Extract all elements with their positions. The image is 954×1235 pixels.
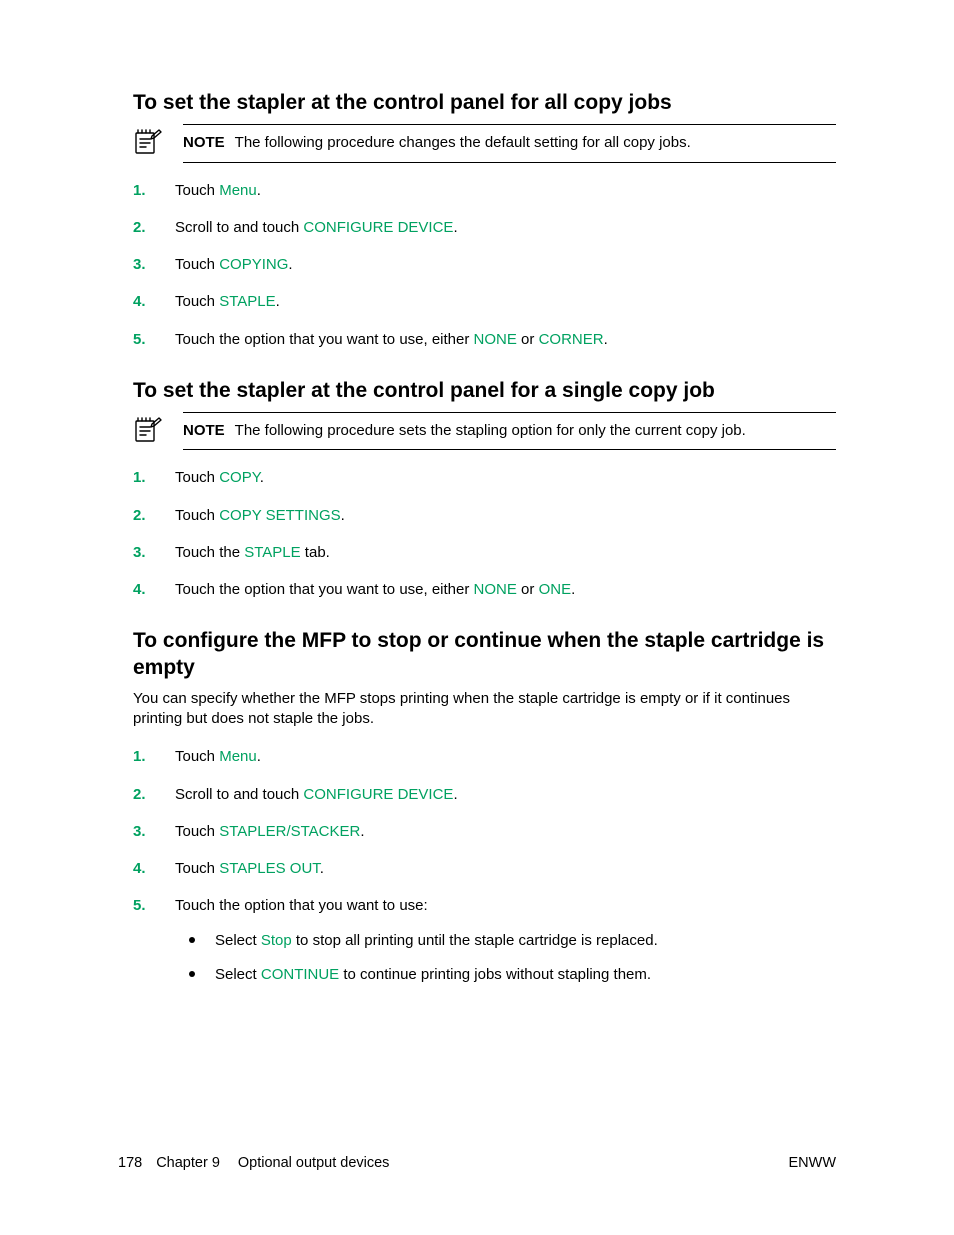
one-term: ONE — [539, 581, 572, 598]
configure-device-term: CONFIGURE DEVICE — [303, 219, 453, 236]
note-icon — [133, 126, 163, 161]
section2-note-body: NOTE The following procedure sets the sta… — [183, 412, 836, 450]
page-body: To set the stapler at the control panel … — [0, 0, 954, 985]
none-term: NONE — [474, 331, 517, 348]
chapter-label: Chapter 9 — [156, 1155, 220, 1171]
step: Scroll to and touch CONFIGURE DEVICE. — [133, 785, 836, 805]
footer-left: 178 Chapter 9 Optional output devices — [118, 1155, 389, 1171]
section2-note: NOTE The following procedure sets the sta… — [133, 412, 836, 450]
note-icon — [133, 414, 163, 449]
step: Touch Menu. — [133, 747, 836, 767]
none-term: NONE — [474, 581, 517, 598]
note-label: NOTE — [183, 134, 225, 151]
step: Touch COPYING. — [133, 255, 836, 275]
step: Scroll to and touch CONFIGURE DEVICE. — [133, 218, 836, 238]
section1-steps: Touch Menu. Scroll to and touch CONFIGUR… — [133, 181, 836, 350]
section1-note-body: NOTE The following procedure changes the … — [183, 124, 836, 162]
chapter-title: Optional output devices — [238, 1155, 390, 1171]
step: Touch the STAPLE tab. — [133, 543, 836, 563]
section1-note-text: The following procedure changes the defa… — [235, 134, 691, 151]
section1-note: NOTE The following procedure changes the … — [133, 124, 836, 162]
note-label: NOTE — [183, 422, 225, 439]
substep: Select Stop to stop all printing until t… — [175, 931, 836, 951]
section2-note-text: The following procedure sets the staplin… — [235, 422, 746, 439]
configure-device-term: CONFIGURE DEVICE — [303, 786, 453, 803]
menu-term: Menu — [219, 748, 257, 765]
footer-right: ENWW — [788, 1155, 836, 1171]
section1-heading: To set the stapler at the control panel … — [133, 90, 836, 116]
section3-substeps: Select Stop to stop all printing until t… — [175, 931, 836, 986]
page-number: 178 — [118, 1155, 142, 1171]
section3-heading: To configure the MFP to stop or continue… — [133, 628, 836, 681]
section3-steps: Touch Menu. Scroll to and touch CONFIGUR… — [133, 747, 836, 985]
section3-intro: You can specify whether the MFP stops pr… — [133, 689, 836, 730]
staples-out-term: STAPLES OUT — [219, 860, 320, 877]
step: Touch COPY. — [133, 468, 836, 488]
copy-settings-term: COPY SETTINGS — [219, 507, 340, 524]
step: Touch the option that you want to use: S… — [133, 896, 836, 985]
page-footer: 178 Chapter 9 Optional output devices ENWW — [118, 1155, 836, 1171]
step: Touch the option that you want to use, e… — [133, 330, 836, 350]
stop-term: Stop — [261, 932, 292, 949]
step: Touch COPY SETTINGS. — [133, 506, 836, 526]
staple-term: STAPLE — [244, 544, 300, 561]
menu-term: Menu — [219, 182, 257, 199]
corner-term: CORNER — [539, 331, 604, 348]
step: Touch STAPLES OUT. — [133, 859, 836, 879]
section2-heading: To set the stapler at the control panel … — [133, 378, 836, 404]
staple-term: STAPLE — [219, 293, 275, 310]
stapler-stacker-term: STAPLER/STACKER — [219, 823, 360, 840]
copy-term: COPY — [219, 469, 260, 486]
step: Touch the option that you want to use, e… — [133, 580, 836, 600]
step: Touch STAPLER/STACKER. — [133, 822, 836, 842]
copying-term: COPYING — [219, 256, 288, 273]
substep: Select CONTINUE to continue printing job… — [175, 965, 836, 985]
continue-term: CONTINUE — [261, 966, 339, 983]
section2-steps: Touch COPY. Touch COPY SETTINGS. Touch t… — [133, 468, 836, 600]
step: Touch STAPLE. — [133, 292, 836, 312]
step: Touch Menu. — [133, 181, 836, 201]
